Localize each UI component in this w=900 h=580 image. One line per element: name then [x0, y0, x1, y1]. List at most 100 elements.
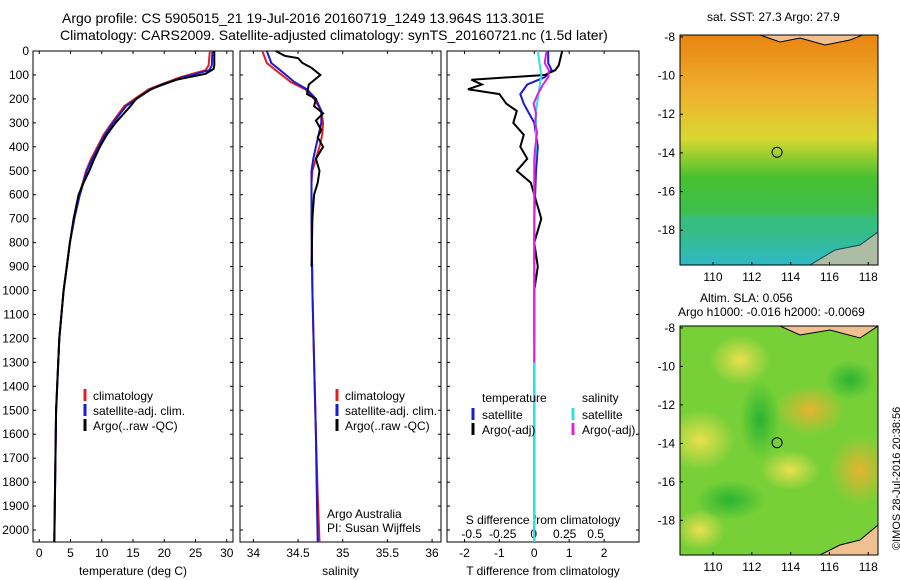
map-x-tick-label: 118: [859, 270, 878, 284]
x-tick-label: 34.5: [286, 546, 310, 560]
legend-group-title: salinity: [582, 391, 619, 405]
map-y-tick-label: -8: [664, 321, 675, 335]
x-tick-label: 36: [425, 546, 439, 560]
map-y-tick-label: -18: [658, 513, 676, 527]
map-x-tick-label: 116: [820, 270, 839, 284]
series-line-argo-raw-qc-: [53, 51, 216, 543]
panel-frame: [446, 50, 640, 543]
x2-tick-label: 0.25: [553, 527, 577, 541]
panel-salinity: 34 34.5 35 35.5 36 salinity climatologysatelli…: [239, 50, 442, 578]
legend-label: Argo(..raw -QC): [345, 419, 430, 433]
map-y-tick-label: -12: [658, 398, 676, 412]
series-line-temperature-argo-adj-: [467, 50, 564, 339]
x-tick-label: 5: [67, 546, 74, 560]
x-tick-label: 20: [158, 546, 172, 560]
x-tick-label: 1: [566, 546, 573, 560]
x-tick-label: 35: [336, 546, 350, 560]
sla-map-title-line1: Altim. SLA: 0.056: [700, 291, 793, 305]
y-tick-label: 200: [9, 92, 29, 106]
legend-label: climatology: [93, 389, 153, 403]
profile-panels: 0100200300400500600700800900100011001200…: [2, 44, 640, 578]
plot-title-line1: Argo profile: CS 5905015_21 19-Jul-2016 …: [62, 10, 545, 26]
legend-label: Argo(-adj): [582, 423, 635, 437]
x-tick-label: -2: [459, 546, 470, 560]
sla-coastline: [680, 326, 878, 339]
y-tick-label: 600: [9, 188, 29, 202]
y-tick-label: 100: [9, 68, 29, 82]
y-tick-label: 1600: [2, 427, 29, 441]
legend-label: climatology: [345, 389, 405, 403]
legend-group-title: temperature: [482, 391, 547, 405]
map-y-tick-label: -16: [658, 185, 676, 199]
x-tick-label: 30: [220, 546, 234, 560]
map-x-tick-label: 110: [703, 270, 722, 284]
x-tick-label: 25: [189, 546, 203, 560]
sst-map: 110 112 114 116 118 -8 -10 -12 -14 -16 -18: [658, 30, 879, 284]
sla-map-title-line2: Argo h1000: -0.016 h2000: -0.0069: [678, 305, 865, 319]
x-axis-label: salinity: [322, 564, 359, 578]
map-y-tick-label: -12: [658, 107, 676, 121]
map-y-tick-label: -18: [658, 223, 676, 237]
y-tick-label: 0: [22, 44, 29, 58]
map-y-tick-label: -14: [658, 436, 676, 450]
sst-map-axes: 110 112 114 116 118 -8 -10 -12 -14 -16 -18: [658, 30, 879, 284]
argo-float-marker-sla: [771, 437, 783, 449]
map-x-tick-label: 118: [859, 560, 878, 574]
sst-coastline-south: [809, 231, 878, 265]
y-tick-label: 300: [9, 116, 29, 130]
legend-label: Argo(..raw -QC): [93, 419, 178, 433]
panel-difference: -2 -1 0 1 2 T difference from climatology -0.5…: [446, 50, 640, 578]
sla-map-axes: 110 112 114 116 118 -8 -10 -12 -14 -16 -18: [658, 321, 879, 574]
x2-tick-label: 0.5: [587, 527, 604, 541]
x-tick-label: 34: [247, 546, 261, 560]
sst-coastline: [680, 35, 878, 46]
legend-label: satellite: [582, 408, 623, 422]
x2-tick-label: -0.25: [489, 527, 517, 541]
map-x-tick-label: 114: [781, 560, 800, 574]
y-tick-label: 1100: [3, 307, 29, 321]
y-tick-label: 1500: [2, 403, 29, 417]
y-tick-label: 2000: [2, 523, 29, 537]
map-x-tick-label: 112: [742, 270, 761, 284]
y-tick-label: 1200: [2, 331, 29, 345]
map-y-tick-label: -8: [664, 30, 675, 44]
x-tick-label: 0: [531, 546, 538, 560]
x-tick-label: 15: [126, 546, 140, 560]
sst-map-title: sat. SST: 27.3 Argo: 27.9: [707, 10, 840, 24]
sla-map-frame: [679, 325, 879, 556]
map-x-tick-label: 114: [781, 270, 800, 284]
map-y-tick-label: -10: [658, 69, 676, 83]
series-line-climatology: [261, 50, 325, 543]
plot-title-line2: Climatology: CARS2009. Satellite-adjuste…: [60, 27, 608, 43]
x2-axis-label: S difference from climatology: [466, 513, 621, 527]
map-y-tick-label: -10: [658, 359, 676, 373]
annotation-pi: PI: Susan Wijffels: [327, 521, 421, 535]
series-line-satellite-adj-clim-: [53, 50, 214, 543]
argo-float-marker: [771, 146, 783, 158]
legend-label: Argo(-adj): [482, 423, 535, 437]
series-line-satellite-adj-clim-: [265, 50, 323, 543]
y-tick-label: 900: [9, 260, 29, 274]
y-tick-label: 500: [9, 164, 29, 178]
x-tick-label: 35.5: [376, 546, 400, 560]
map-x-tick-label: 112: [742, 560, 761, 574]
x-tick-label: 2: [601, 546, 608, 560]
series-line-climatology: [53, 50, 211, 543]
y-tick-label: 1400: [2, 379, 29, 393]
x-axis-label: T difference from climatology: [466, 564, 620, 578]
y-tick-label: 400: [9, 140, 29, 154]
map-x-tick-label: 116: [820, 560, 839, 574]
x-axis-label: temperature (deg C): [79, 564, 187, 578]
series-line-argo-raw-qc-: [275, 50, 325, 267]
y-tick-label: 1700: [2, 451, 29, 465]
x-tick-label: -1: [494, 546, 505, 560]
panel-temperature: 0100200300400500600700800900100011001200…: [2, 44, 233, 578]
y-tick-label: 1900: [2, 499, 29, 513]
legend-label: satellite-adj. clim.: [345, 404, 437, 418]
x-tick-label: 10: [95, 546, 109, 560]
sla-coastline-south: [819, 524, 878, 555]
y-tick-label: 800: [9, 236, 29, 250]
map-y-tick-label: -14: [658, 146, 676, 160]
y-tick-label: 1800: [2, 475, 29, 489]
